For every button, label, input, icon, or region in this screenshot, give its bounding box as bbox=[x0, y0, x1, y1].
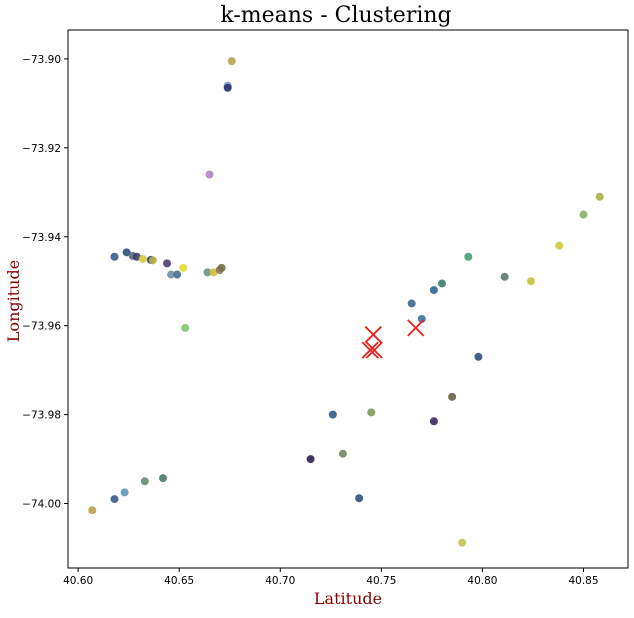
centroid-stroke bbox=[361, 341, 379, 359]
data-point bbox=[579, 210, 588, 219]
y-tick-label: −73.98 bbox=[22, 410, 61, 422]
centroid-stroke bbox=[365, 341, 383, 359]
centroid-stroke bbox=[407, 319, 425, 337]
data-point bbox=[217, 263, 226, 272]
y-tick-label: −73.94 bbox=[22, 232, 61, 244]
x-tick-label: 40.85 bbox=[568, 575, 598, 587]
data-point bbox=[526, 277, 535, 286]
data-point bbox=[148, 256, 157, 265]
data-point bbox=[429, 417, 438, 426]
x-tick-label: 40.65 bbox=[164, 575, 194, 587]
data-point bbox=[355, 494, 364, 503]
x-axis-label: Latitude bbox=[314, 589, 382, 608]
data-point bbox=[555, 241, 564, 250]
x-tick-label: 40.70 bbox=[265, 575, 295, 587]
centroid-marker bbox=[361, 341, 379, 359]
y-axis-label: Longitude bbox=[4, 260, 23, 342]
data-point bbox=[203, 268, 212, 277]
data-point bbox=[181, 323, 190, 332]
data-point bbox=[500, 272, 509, 281]
centroid-marker bbox=[365, 341, 383, 359]
data-point bbox=[88, 506, 97, 515]
data-point bbox=[205, 170, 214, 179]
data-point bbox=[140, 477, 149, 486]
centroid-stroke bbox=[364, 325, 382, 344]
cluster-centroids bbox=[361, 319, 425, 359]
data-point bbox=[464, 252, 473, 261]
x-tick-label: 40.75 bbox=[366, 575, 396, 587]
data-point bbox=[110, 252, 119, 261]
data-point bbox=[132, 252, 141, 261]
data-point bbox=[429, 286, 438, 295]
data-point bbox=[367, 408, 376, 417]
data-point bbox=[306, 455, 315, 464]
centroid-marker bbox=[407, 319, 425, 337]
data-point bbox=[328, 410, 337, 419]
data-point bbox=[159, 474, 168, 483]
data-point bbox=[138, 254, 147, 263]
y-tick-label: −73.92 bbox=[22, 143, 61, 155]
y-tick-label: −73.96 bbox=[22, 321, 61, 333]
data-point bbox=[438, 279, 447, 288]
plot-frame bbox=[67, 29, 629, 569]
data-point bbox=[338, 449, 347, 458]
data-point bbox=[110, 495, 119, 504]
x-tick-label: 40.80 bbox=[467, 575, 497, 587]
chart-title: k-means - Clustering bbox=[220, 3, 451, 28]
y-tick-label: −73.90 bbox=[22, 54, 61, 66]
data-point bbox=[595, 192, 604, 201]
data-point bbox=[173, 270, 182, 279]
x-axis-ticks: 40.60 40.65 40.70 40.75 40.80 40.85 bbox=[63, 568, 599, 587]
data-point bbox=[227, 57, 236, 66]
data-point bbox=[407, 299, 416, 308]
plot-area bbox=[67, 29, 629, 569]
x-tick-label: 40.60 bbox=[63, 575, 93, 587]
data-point bbox=[120, 488, 129, 497]
data-point bbox=[448, 392, 457, 401]
y-tick-label: −74.00 bbox=[22, 499, 61, 511]
data-point bbox=[167, 270, 176, 279]
data-point bbox=[179, 263, 188, 272]
data-points bbox=[88, 57, 604, 547]
data-point bbox=[122, 248, 131, 257]
data-point bbox=[458, 538, 467, 547]
data-point bbox=[163, 259, 172, 268]
centroid-marker bbox=[364, 325, 382, 344]
data-point bbox=[223, 83, 232, 92]
y-axis-ticks: −73.90 −73.92 −73.94 −73.96 −73.98 −74.00 bbox=[22, 54, 68, 511]
data-point bbox=[474, 352, 483, 361]
data-point bbox=[209, 268, 218, 277]
